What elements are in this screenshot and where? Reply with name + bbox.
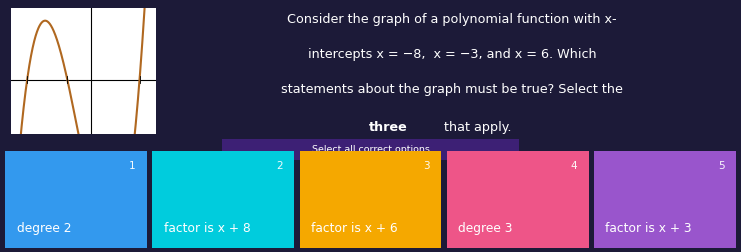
FancyBboxPatch shape	[144, 145, 303, 252]
Text: 2: 2	[276, 161, 283, 171]
FancyBboxPatch shape	[0, 145, 156, 252]
Text: 5: 5	[718, 161, 725, 171]
Text: three: three	[369, 121, 408, 134]
Text: 1: 1	[129, 161, 136, 171]
Text: degree 2: degree 2	[16, 222, 71, 235]
Text: degree 3: degree 3	[458, 222, 513, 235]
Text: factor is x + 6: factor is x + 6	[311, 222, 397, 235]
Text: 4: 4	[571, 161, 577, 171]
Text: factor is x + 3: factor is x + 3	[605, 222, 692, 235]
Text: factor is x + 8: factor is x + 8	[164, 222, 250, 235]
Text: intercepts x = −8,  x = −3, and x = 6. Which: intercepts x = −8, x = −3, and x = 6. Wh…	[308, 48, 597, 60]
Text: 3: 3	[424, 161, 430, 171]
Text: Select all correct options: Select all correct options	[311, 145, 430, 154]
FancyBboxPatch shape	[438, 145, 597, 252]
Text: Consider the graph of a polynomial function with x-: Consider the graph of a polynomial funct…	[288, 13, 617, 25]
FancyBboxPatch shape	[193, 137, 548, 162]
FancyBboxPatch shape	[291, 145, 450, 252]
Text: that apply.: that apply.	[445, 121, 512, 134]
FancyBboxPatch shape	[585, 145, 741, 252]
Text: statements about the graph must be true? Select the: statements about the graph must be true?…	[281, 83, 623, 96]
